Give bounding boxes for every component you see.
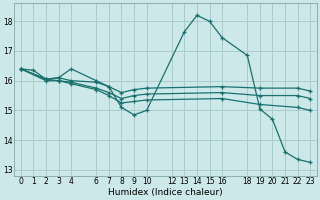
X-axis label: Humidex (Indice chaleur): Humidex (Indice chaleur) xyxy=(108,188,223,197)
